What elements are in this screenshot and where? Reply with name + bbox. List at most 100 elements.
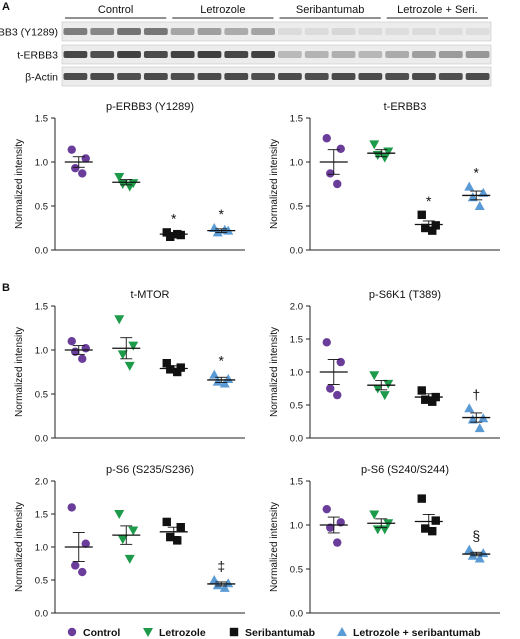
legend-marker [143,628,153,637]
blot-band [465,73,490,80]
blot-group-label: Letrozole + Seri. [397,4,477,16]
blot-band [304,28,329,35]
data-point [369,140,380,150]
blot-band [331,73,356,80]
chart-title: p-S6 (S235/S236) [106,464,194,476]
data-point [369,371,380,381]
data-point [417,386,426,395]
blot-group-label: Control [98,4,133,16]
data-point [114,510,125,519]
data-point [162,228,171,237]
data-point [219,582,230,592]
chart-title: t-ERBB3 [384,101,427,113]
data-point [162,517,171,527]
panel-label-b: B [2,282,10,294]
data-point [478,187,489,197]
blot-band [438,51,463,58]
blot-band [358,28,383,35]
y-tick-label: 1.0 [35,158,48,169]
blot-band [170,28,195,35]
blot-strip [61,21,492,42]
blot-band [331,28,356,35]
data-point [128,341,139,351]
blot-band [90,28,115,35]
blot-strip [61,66,492,87]
blot-strip [61,44,492,65]
data-point [124,554,135,564]
significance-mark: * [219,353,225,369]
y-tick-label: 0.5 [35,202,48,213]
significance-mark: § [472,528,480,544]
data-point [379,391,390,401]
blot-band [143,73,168,80]
legend-label: Letrozole [159,627,206,639]
data-point [383,379,394,389]
blot-band [385,51,410,58]
data-point [474,201,485,210]
significance-mark: † [472,386,480,402]
blot-band [385,28,410,35]
data-point [166,365,175,374]
chart-title: t-MTOR [131,289,170,301]
data-point [464,544,475,554]
y-tick-label: 0.5 [35,576,48,587]
panel-label-a: A [2,1,10,13]
data-point [336,357,345,367]
data-point [117,535,128,545]
blot-band [438,73,463,80]
data-point [78,169,87,178]
y-axis-label: Normalized intensity [14,327,25,417]
blot-band [63,28,88,35]
y-tick-label: 0.5 [290,401,303,412]
y-tick-label: 2.0 [35,477,48,488]
data-point [467,414,478,424]
blot-band [358,51,383,58]
y-tick-label: 1.5 [35,114,48,125]
blot-band [197,28,222,35]
data-point [212,227,223,237]
data-point [322,134,331,143]
data-point [369,510,380,520]
blot-band [197,51,222,58]
blot-band [90,51,115,58]
y-axis-label: Normalized intensity [269,327,280,417]
data-point [67,337,76,346]
blot-band [331,51,356,58]
blot-band [251,28,275,35]
blot-row-label: p-ERBB3 (Y1289) [0,27,58,39]
blot-band [143,51,168,58]
blot-band [251,51,275,58]
data-point [322,504,331,514]
y-tick-label: 2.0 [290,302,303,313]
data-point [78,354,87,363]
data-point [212,580,223,590]
legend-marker [229,627,239,637]
blot-row-label: β-Actin [25,72,58,84]
data-point [209,369,220,379]
significance-mark: * [171,210,177,226]
y-tick-label: 1.5 [290,114,303,125]
data-point [428,526,437,536]
y-tick-label: 1.5 [35,302,48,313]
data-point [417,494,426,503]
blot-band [385,73,410,80]
data-point [71,163,80,173]
y-tick-label: 0.0 [290,609,303,620]
data-point [333,390,342,400]
blot-band [170,73,195,80]
significance-mark: * [474,165,480,181]
data-point [166,532,175,542]
data-point [336,144,345,153]
data-point [71,561,80,570]
legend-marker [337,627,347,636]
significance-mark: * [219,206,225,222]
y-tick-label: 1.0 [35,346,48,357]
data-point [474,423,485,433]
y-tick-label: 0.0 [290,246,303,257]
data-point [428,397,437,406]
data-point [333,179,342,189]
blot-band [90,73,115,80]
blot-band [412,28,436,35]
data-point [467,192,478,202]
data-point [176,363,185,372]
